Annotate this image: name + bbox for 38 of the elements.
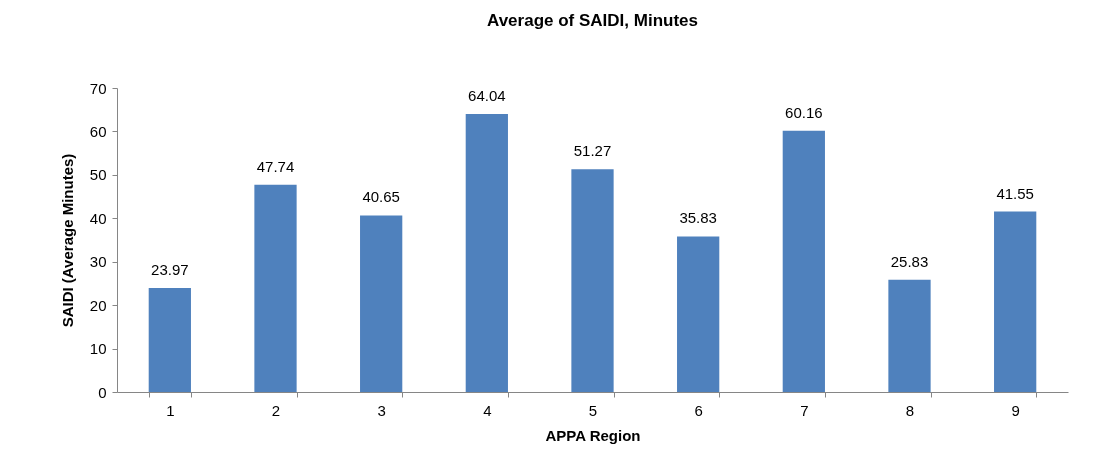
bar xyxy=(782,130,825,392)
data-label: 47.74 xyxy=(256,157,295,175)
bar xyxy=(888,279,931,392)
bar xyxy=(571,169,614,392)
x-tick-label: 8 xyxy=(905,401,915,419)
data-label: 35.83 xyxy=(679,209,717,227)
y-axis-title: SAIDI (Average Minutes) xyxy=(58,153,76,328)
x-tick-label: 2 xyxy=(271,401,281,419)
bar xyxy=(254,184,297,392)
x-tick-label: 4 xyxy=(483,401,492,419)
y-tick-label: 30 xyxy=(89,253,107,271)
x-tick-label: 3 xyxy=(377,401,386,419)
bar xyxy=(677,236,720,392)
y-tick-label: 40 xyxy=(89,209,107,227)
bar xyxy=(994,211,1037,392)
data-label: 40.65 xyxy=(362,188,400,206)
data-label: 60.16 xyxy=(785,103,823,121)
x-tick-label: 9 xyxy=(1011,401,1020,419)
y-tick-label: 50 xyxy=(89,166,107,184)
y-tick-label: 70 xyxy=(89,79,107,97)
data-label: 25.83 xyxy=(890,252,929,270)
y-tick-label: 20 xyxy=(89,296,107,314)
bar xyxy=(148,287,191,392)
x-tick-label: 5 xyxy=(588,401,598,419)
data-label: 64.04 xyxy=(468,86,506,104)
chart-title: Average of SAIDI, Minutes xyxy=(487,11,698,30)
y-tick-label: 60 xyxy=(89,122,107,140)
x-tick-label: 7 xyxy=(800,401,809,419)
bar xyxy=(465,113,508,392)
x-axis-title: APPA Region xyxy=(545,426,641,444)
y-tick-label: 0 xyxy=(98,383,107,401)
x-tick-label: 6 xyxy=(694,401,703,419)
data-label: 23.97 xyxy=(151,260,189,278)
bar xyxy=(360,215,403,392)
data-label: 51.27 xyxy=(573,142,612,160)
data-label: 41.55 xyxy=(996,184,1034,202)
x-tick-label: 1 xyxy=(166,401,175,419)
y-tick-label: 10 xyxy=(89,340,107,358)
